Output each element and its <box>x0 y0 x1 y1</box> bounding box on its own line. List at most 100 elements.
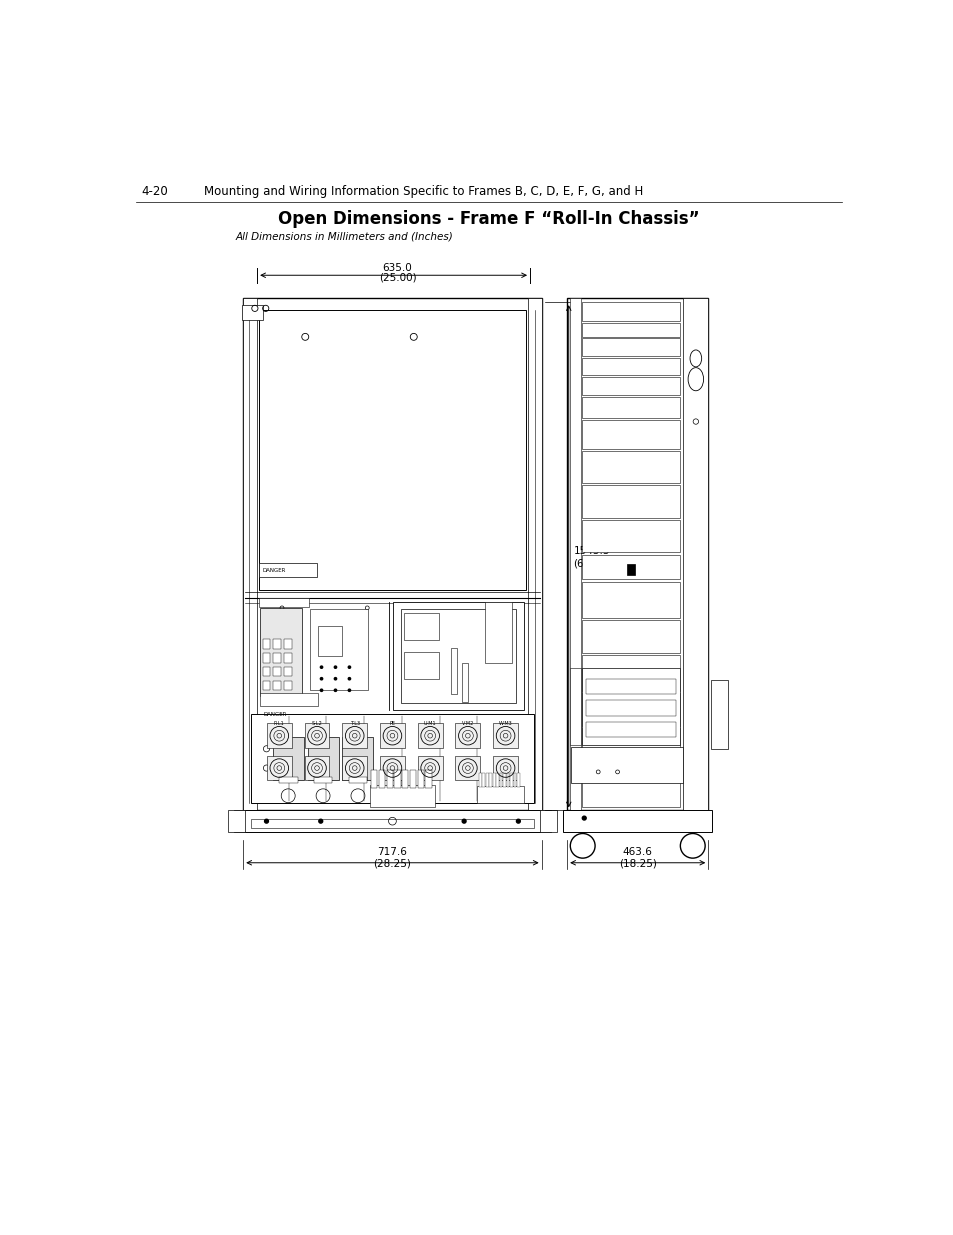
Text: Mounting and Wiring Information Specific to Frames B, C, D, E, F, G, and H: Mounting and Wiring Information Specific… <box>204 185 643 198</box>
Bar <box>569 668 580 745</box>
Text: S-L2: S-L2 <box>312 721 322 726</box>
Bar <box>581 451 679 483</box>
Bar <box>404 614 439 640</box>
Bar <box>410 769 416 788</box>
Circle shape <box>334 689 336 692</box>
Bar <box>304 724 329 748</box>
Bar <box>539 810 557 832</box>
Bar <box>476 785 523 803</box>
Text: 635.0: 635.0 <box>382 263 412 273</box>
Bar <box>581 755 679 779</box>
Bar <box>262 640 270 648</box>
Bar <box>710 679 727 748</box>
Bar <box>379 756 404 781</box>
Bar <box>510 773 513 787</box>
Bar <box>243 299 541 810</box>
Bar <box>284 653 292 662</box>
Text: (28.25): (28.25) <box>374 858 411 869</box>
Text: (25.00): (25.00) <box>378 273 416 283</box>
Text: Open Dimensions - Frame F “Roll-In Chassis”: Open Dimensions - Frame F “Roll-In Chass… <box>278 210 699 228</box>
Bar <box>310 609 368 690</box>
Bar <box>317 626 342 656</box>
Bar <box>581 396 679 417</box>
Bar <box>304 756 329 781</box>
Bar <box>461 663 468 701</box>
Bar <box>581 693 679 726</box>
Bar <box>493 724 517 748</box>
Circle shape <box>334 678 336 680</box>
Bar <box>258 310 525 590</box>
Bar <box>581 338 679 356</box>
Bar <box>241 305 263 320</box>
Bar <box>262 680 270 690</box>
Bar <box>379 724 404 748</box>
Bar <box>417 756 442 781</box>
Bar <box>233 810 550 832</box>
Bar <box>274 640 281 648</box>
Bar <box>513 773 516 787</box>
Bar <box>284 667 292 677</box>
Bar <box>581 303 679 321</box>
Bar <box>581 520 679 552</box>
Bar <box>478 773 481 787</box>
Bar <box>274 653 281 662</box>
Bar <box>682 299 707 810</box>
Bar <box>307 737 338 779</box>
Bar <box>394 769 400 788</box>
Bar <box>489 773 492 787</box>
Circle shape <box>320 689 322 692</box>
Circle shape <box>334 666 336 668</box>
Bar <box>506 773 509 787</box>
Text: 4-20: 4-20 <box>141 185 168 198</box>
Circle shape <box>320 678 322 680</box>
Bar <box>571 747 682 783</box>
Bar <box>348 777 367 783</box>
Bar <box>581 377 679 395</box>
Circle shape <box>348 689 350 692</box>
Bar <box>581 324 679 337</box>
Bar <box>581 358 679 375</box>
Bar <box>284 680 292 690</box>
Bar <box>581 420 679 448</box>
Bar <box>258 598 309 608</box>
Bar <box>517 773 519 787</box>
Bar <box>581 668 679 745</box>
Bar <box>417 769 423 788</box>
Bar <box>581 620 679 652</box>
Bar <box>342 737 373 779</box>
Bar <box>493 773 495 787</box>
Bar <box>278 777 297 783</box>
Bar <box>482 773 484 787</box>
Bar <box>496 773 498 787</box>
Text: DANGER: DANGER <box>263 711 287 716</box>
Bar <box>267 724 292 748</box>
Text: 463.6: 463.6 <box>622 847 652 857</box>
Circle shape <box>348 666 350 668</box>
Ellipse shape <box>687 368 703 390</box>
Bar <box>274 680 281 690</box>
Bar <box>585 700 675 716</box>
Bar <box>450 648 456 694</box>
Bar <box>581 727 679 752</box>
Bar <box>527 299 541 810</box>
Bar <box>581 582 679 618</box>
Circle shape <box>461 819 466 823</box>
Text: (60.76): (60.76) <box>573 558 611 568</box>
Bar <box>259 608 302 697</box>
Bar <box>378 769 385 788</box>
Bar <box>243 299 257 810</box>
Bar <box>581 782 679 806</box>
Bar <box>404 652 439 679</box>
Bar <box>400 609 516 703</box>
Text: R-L1: R-L1 <box>274 721 284 726</box>
Text: All Dimensions in Millimeters and (Inches): All Dimensions in Millimeters and (Inche… <box>234 232 453 242</box>
Bar <box>267 756 292 781</box>
Bar <box>342 724 367 748</box>
Bar <box>228 810 245 832</box>
Text: 717.6: 717.6 <box>377 847 407 857</box>
Bar <box>259 693 317 706</box>
Bar <box>371 769 377 788</box>
Bar <box>626 564 634 574</box>
Bar <box>569 299 580 810</box>
Text: W-M3: W-M3 <box>498 721 512 726</box>
